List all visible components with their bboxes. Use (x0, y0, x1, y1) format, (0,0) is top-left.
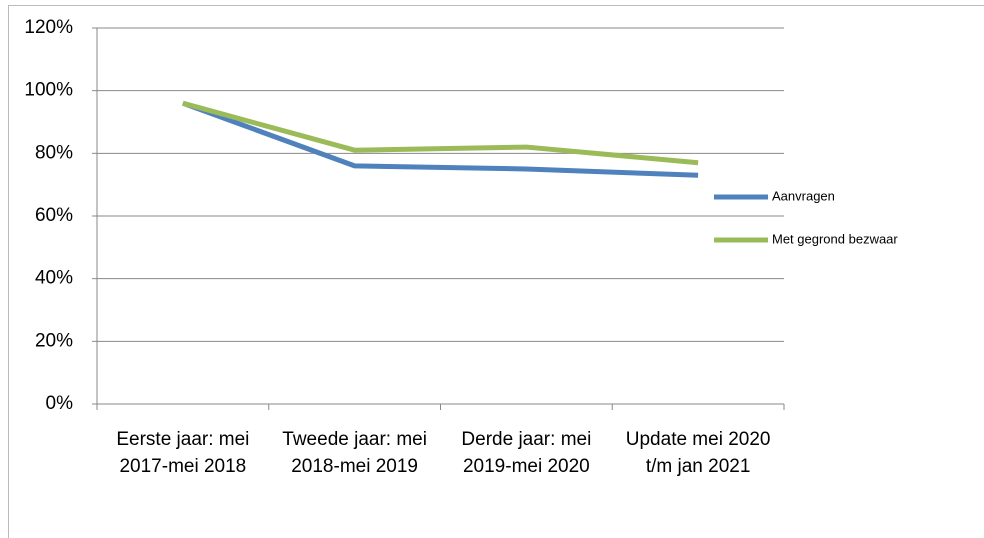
y-tick-label: 60% (35, 205, 73, 226)
legend-label: Aanvragen (772, 188, 835, 203)
x-tick-label: Derde jaar: mei 2019-mei 2020 (461, 429, 592, 477)
chart-border (8, 5, 984, 538)
y-tick-label: 80% (35, 142, 73, 163)
series-line (182, 100, 699, 166)
y-tick-label: 100% (24, 80, 73, 101)
y-tick-label: 120% (24, 17, 73, 38)
y-tick-label: 0% (46, 393, 74, 414)
x-tick-label: Update mei 2020 t/m jan 2021 (625, 429, 771, 477)
series-line (182, 100, 699, 178)
x-tick-label: Eerste jaar: mei 2017-mei 2018 (116, 429, 250, 477)
y-tick-label: 40% (35, 268, 73, 289)
x-tick-label: Tweede jaar: mei 2018-mei 2019 (282, 429, 427, 477)
y-tick-label: 20% (35, 330, 73, 351)
legend-label: Met gegrond bezwaar (772, 231, 898, 246)
